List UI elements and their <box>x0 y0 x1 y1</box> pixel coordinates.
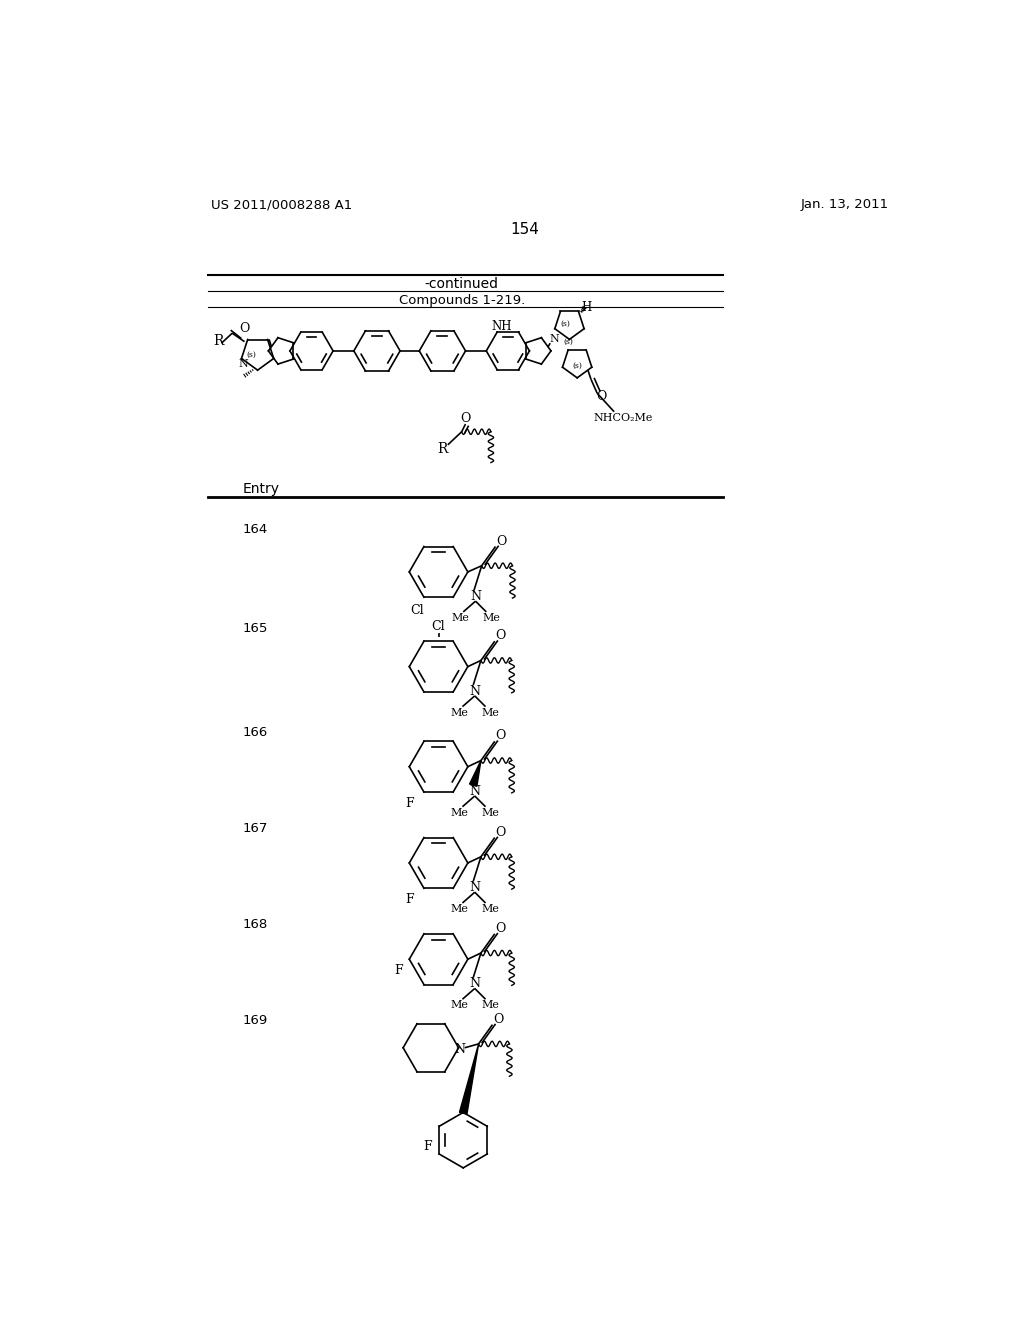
Text: NHCO₂Me: NHCO₂Me <box>594 413 653 422</box>
Text: NH: NH <box>492 319 512 333</box>
Text: O: O <box>496 730 506 742</box>
Text: Me: Me <box>481 808 499 818</box>
Text: N: N <box>469 977 480 990</box>
Text: Entry: Entry <box>243 483 280 496</box>
Text: 167: 167 <box>243 822 267 834</box>
Text: Me: Me <box>451 1001 468 1010</box>
Text: (s): (s) <box>561 319 570 327</box>
Text: O: O <box>496 630 506 643</box>
Text: O: O <box>494 1012 504 1026</box>
Text: F: F <box>404 894 414 907</box>
Text: R: R <box>214 334 224 348</box>
Text: O: O <box>496 825 506 838</box>
Text: 166: 166 <box>243 726 267 739</box>
Text: N: N <box>549 334 559 345</box>
Text: 164: 164 <box>243 523 267 536</box>
Text: N: N <box>469 685 480 698</box>
Text: 154: 154 <box>510 222 540 236</box>
Polygon shape <box>470 760 481 787</box>
Text: O: O <box>597 389 607 403</box>
Text: Compounds 1-219.: Compounds 1-219. <box>398 293 524 306</box>
Text: Me: Me <box>451 708 468 718</box>
Text: O: O <box>497 535 507 548</box>
Text: Me: Me <box>481 904 499 915</box>
Text: Cl: Cl <box>432 620 445 634</box>
Text: Cl: Cl <box>411 603 424 616</box>
Text: O: O <box>496 921 506 935</box>
Text: (s): (s) <box>572 362 582 371</box>
Text: F: F <box>394 964 402 977</box>
Text: 168: 168 <box>243 917 267 931</box>
Text: N: N <box>469 785 480 797</box>
Text: N: N <box>455 1043 466 1056</box>
Text: 169: 169 <box>243 1014 267 1027</box>
Text: N: N <box>470 590 481 603</box>
Text: Me: Me <box>451 904 468 915</box>
Text: Me: Me <box>452 612 469 623</box>
Text: 165: 165 <box>243 622 267 635</box>
Text: Me: Me <box>481 708 499 718</box>
Text: N: N <box>469 880 480 894</box>
Text: R: R <box>437 442 447 457</box>
Text: Me: Me <box>482 612 500 623</box>
Text: US 2011/0008288 A1: US 2011/0008288 A1 <box>211 198 352 211</box>
Text: (s): (s) <box>247 351 256 359</box>
Text: Jan. 13, 2011: Jan. 13, 2011 <box>801 198 889 211</box>
Text: F: F <box>424 1139 432 1152</box>
Text: O: O <box>240 322 250 335</box>
Text: O: O <box>461 412 471 425</box>
Text: H: H <box>582 301 592 314</box>
Text: F: F <box>404 797 414 810</box>
Text: -continued: -continued <box>425 277 499 290</box>
Text: Me: Me <box>451 808 468 818</box>
Polygon shape <box>460 1044 478 1114</box>
Text: (s): (s) <box>563 338 573 346</box>
Text: N: N <box>239 359 249 370</box>
Text: Me: Me <box>481 1001 499 1010</box>
